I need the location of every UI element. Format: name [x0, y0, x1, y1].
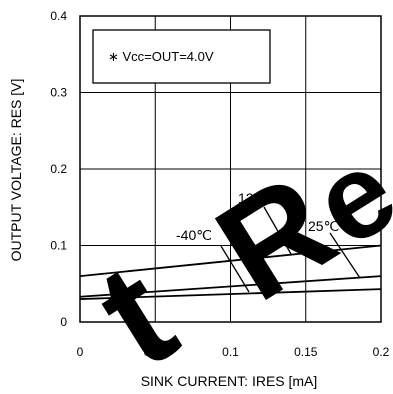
- x-axis-label: SINK CURRENT: IRES [mA]: [141, 373, 318, 389]
- y-tick-labels: 0 0.1 0.2 0.3 0.4: [50, 9, 67, 329]
- x-tick-label: 0.15: [294, 345, 318, 359]
- curve-labels: 125℃ 25℃ -40℃: [176, 190, 361, 293]
- y-tick-label: 0: [60, 315, 67, 329]
- plot-frame: [79, 15, 382, 323]
- watermark-letter-0: t: [70, 230, 201, 394]
- x-tick-label: 0.05: [144, 345, 168, 359]
- x-tick-label: 0: [77, 345, 84, 359]
- leader-25: [329, 232, 361, 279]
- annotation-text: ∗ Vcc=OUT=4.0V: [108, 49, 214, 64]
- x-tick-labels: 0 0.05 0.1 0.15 0.2: [77, 345, 390, 359]
- x-tick-label: 0.2: [373, 345, 390, 359]
- leader-125: [263, 206, 292, 255]
- curve-label-25: 25℃: [308, 218, 339, 234]
- curve-label-minus40: -40℃: [176, 227, 212, 243]
- leader-minus40: [220, 245, 250, 293]
- y-axis-label: OUTPUT VOLTAGE: RES [V]: [8, 79, 24, 262]
- series-line-1: [79, 275, 382, 298]
- curve-label-125: 125℃: [238, 190, 277, 206]
- y-tick-label: 0.4: [50, 9, 67, 23]
- y-tick-label: 0.3: [50, 86, 67, 100]
- series-line-2: [79, 288, 382, 300]
- y-tick-label: 0.2: [50, 162, 67, 176]
- x-tick-label: 0.1: [222, 345, 239, 359]
- annotation-box: [92, 29, 271, 84]
- y-tick-label: 0.1: [50, 239, 67, 253]
